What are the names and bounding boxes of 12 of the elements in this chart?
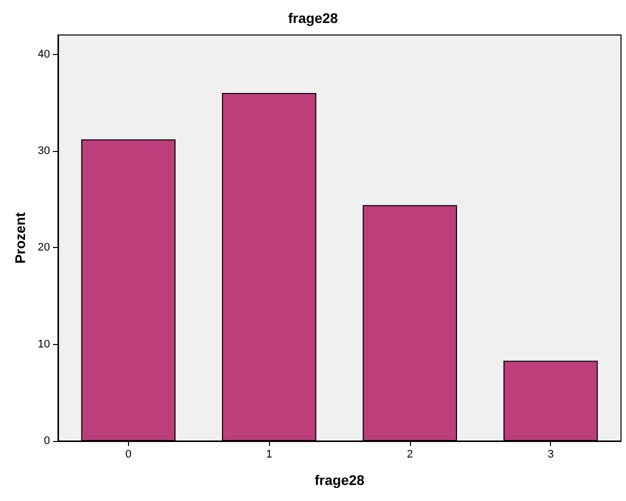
y-axis-title: Prozent <box>12 212 28 264</box>
y-tick-label: 20 <box>38 242 50 254</box>
x-tick-label: 2 <box>406 448 413 460</box>
y-tick-label: 10 <box>38 338 50 350</box>
x-tick-label: 0 <box>125 448 132 460</box>
chart-title: frage28 <box>288 10 338 26</box>
x-axis-title: frage28 <box>314 472 365 488</box>
x-tick-label: 1 <box>266 448 272 460</box>
y-tick-label: 30 <box>38 145 50 157</box>
y-tick-label: 40 <box>38 48 50 60</box>
y-tick-label: 0 <box>44 435 50 447</box>
x-tick-label: 3 <box>548 448 554 460</box>
